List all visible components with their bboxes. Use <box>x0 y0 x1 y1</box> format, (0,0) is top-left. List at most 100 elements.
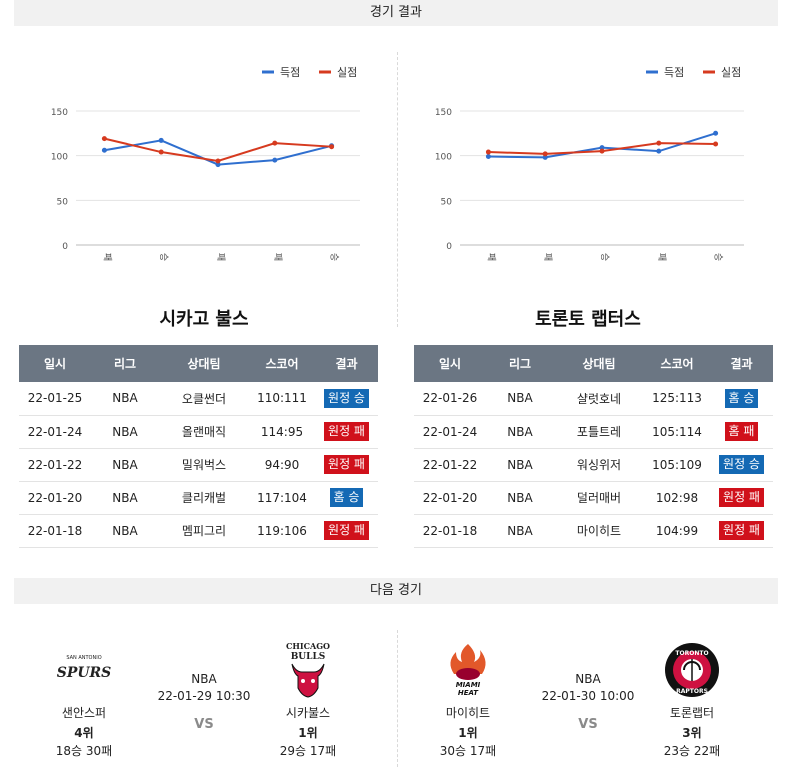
cell-opponent: 포틀트레 <box>554 415 644 449</box>
data-point <box>272 140 278 146</box>
x-tick-label: 승 <box>158 253 169 261</box>
cell-result: 홈 패 <box>710 415 773 449</box>
chart-legend: 득점 실점 <box>646 66 741 79</box>
team-rank: 3위 <box>682 726 702 740</box>
chart-chicago-results: 득점 실점 0 50 100 150 패 승 패 패 승 <box>51 66 360 261</box>
table-row: 22-01-18 NBA 멤피그리 119:106 원정 패 <box>19 514 378 548</box>
svg-text:CHICAGO: CHICAGO <box>286 641 330 651</box>
cell-result: 원정 패 <box>710 514 773 548</box>
data-point <box>542 154 548 160</box>
cell-date: 22-01-20 <box>414 481 486 515</box>
table-row: 22-01-20 NBA 클리캐벌 117:104 홈 승 <box>19 481 378 515</box>
result-badge: 홈 승 <box>329 488 364 507</box>
column-divider-bottom <box>397 630 398 767</box>
svg-text:HEAT: HEAT <box>458 689 479 697</box>
cell-score: 117:104 <box>249 481 315 515</box>
cell-date: 22-01-25 <box>19 382 91 416</box>
cell-result: 원정 패 <box>315 448 378 482</box>
table-row: 22-01-24 NBA 올랜매직 114:95 원정 패 <box>19 415 378 449</box>
cell-date: 22-01-18 <box>19 514 91 548</box>
next-away-team[interactable]: TORONTO RAPTORS 토론랩터 3위 23승 22패 <box>642 640 742 759</box>
team-record: 23승 22패 <box>663 744 721 758</box>
table-row: 22-01-18 NBA 마이히트 104:99 원정 패 <box>414 514 773 548</box>
result-badge: 홈 승 <box>724 388 759 408</box>
y-tick-label: 0 <box>446 242 452 252</box>
header-date: 일시 <box>19 345 91 382</box>
result-badge: 원정 패 <box>324 455 369 474</box>
cell-score: 94:90 <box>249 448 315 482</box>
result-badge: 원정 패 <box>324 422 369 441</box>
team-title-toronto: 토론토 랩터스 <box>535 309 641 330</box>
svg-text:BULLS: BULLS <box>291 652 326 662</box>
next-game-left: SAN ANTONIO SPURS 샌안스퍼 4위 18승 30패 NBA 22… <box>14 640 394 760</box>
next-game-info: NBA 22-01-30 10:00 VS <box>528 672 648 732</box>
table-row: 22-01-24 NBA 포틀트레 105:114 홈 패 <box>414 415 773 449</box>
result-badge: 원정 패 <box>324 521 369 540</box>
cell-result: 원정 패 <box>710 481 773 515</box>
result-badge: 원정 승 <box>719 455 764 474</box>
next-home-team[interactable]: SAN ANTONIO SPURS 샌안스퍼 4위 18승 30패 <box>34 640 134 759</box>
cell-date: 22-01-20 <box>19 481 91 515</box>
data-point <box>158 149 164 155</box>
cell-result: 홈 승 <box>710 382 773 416</box>
next-league: NBA <box>575 672 601 686</box>
cell-result: 원정 패 <box>315 415 378 449</box>
cell-opponent: 멤피그리 <box>159 514 249 548</box>
data-point <box>329 144 335 150</box>
column-divider <box>397 52 398 327</box>
data-point <box>542 151 548 157</box>
svg-text:MIAMI: MIAMI <box>456 681 481 689</box>
data-point <box>101 136 107 142</box>
data-point <box>485 154 491 160</box>
next-game-info: NBA 22-01-29 10:30 VS <box>144 672 264 732</box>
data-point <box>101 147 107 153</box>
cell-score: 104:99 <box>644 514 710 548</box>
result-badge: 원정 패 <box>719 521 764 540</box>
cell-result: 원정 승 <box>710 448 773 482</box>
team-name: 샌안스퍼 <box>61 706 107 720</box>
data-point <box>158 137 164 143</box>
cell-league: NBA <box>486 514 554 548</box>
header-league: 리그 <box>91 345 159 382</box>
svg-text:RAPTORS: RAPTORS <box>676 688 708 695</box>
legend-label-conceded: 실점 <box>337 66 357 79</box>
header-result: 결과 <box>710 345 773 382</box>
next-away-team[interactable]: CHICAGO BULLS 시카불스 1위 29승 17패 <box>258 640 358 759</box>
cell-league: NBA <box>91 382 159 416</box>
table-header-row: 일시 리그 상대팀 스코어 결과 <box>414 345 773 382</box>
x-tick-label: 승 <box>329 253 340 261</box>
cell-opponent: 오클썬더 <box>159 382 249 416</box>
next-home-team[interactable]: MIAMI HEAT 마이히트 1위 30승 17패 <box>418 640 518 759</box>
y-tick-label: 0 <box>62 242 68 252</box>
y-tick-label: 150 <box>51 108 68 118</box>
team-rank: 1위 <box>298 726 318 740</box>
legend-label-scored: 득점 <box>280 66 300 79</box>
cell-score: 105:114 <box>644 415 710 449</box>
series-line-conceded <box>104 137 332 163</box>
data-point <box>713 130 719 136</box>
cell-opponent: 샬럿호네 <box>554 382 644 416</box>
cell-league: NBA <box>486 415 554 449</box>
cell-date: 22-01-22 <box>19 448 91 482</box>
cell-score: 102:98 <box>644 481 710 515</box>
spurs-logo: SAN ANTONIO SPURS <box>54 640 114 700</box>
y-tick-label: 150 <box>435 108 452 118</box>
next-time: 22-01-30 10:00 <box>541 689 635 703</box>
cell-opponent: 덜러매버 <box>554 481 644 515</box>
heat-logo: MIAMI HEAT <box>438 640 498 700</box>
cell-league: NBA <box>486 382 554 416</box>
y-tick-label: 100 <box>51 153 68 163</box>
next-time: 22-01-29 10:30 <box>157 689 251 703</box>
data-point <box>656 140 662 146</box>
cell-opponent: 워싱위저 <box>554 448 644 482</box>
data-point <box>215 158 221 164</box>
cell-date: 22-01-24 <box>19 415 91 449</box>
cell-league: NBA <box>91 448 159 482</box>
cell-date: 22-01-26 <box>414 382 486 416</box>
table-row: 22-01-22 NBA 밀워벅스 94:90 원정 패 <box>19 448 378 482</box>
header-league: 리그 <box>486 345 554 382</box>
cell-league: NBA <box>486 448 554 482</box>
cell-league: NBA <box>91 481 159 515</box>
y-tick-label: 50 <box>57 197 69 207</box>
result-badge: 원정 승 <box>324 388 369 408</box>
